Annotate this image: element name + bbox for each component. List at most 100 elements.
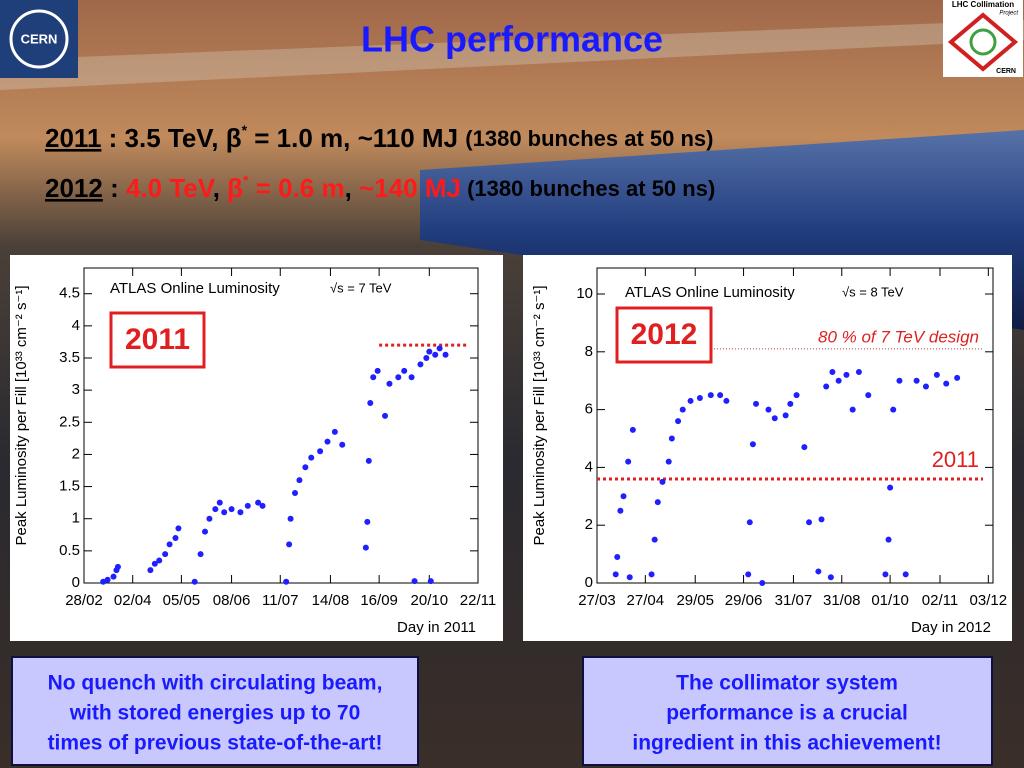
data-point [395, 374, 402, 381]
x-tick-label: 11/07 [262, 592, 298, 609]
data-point [292, 490, 299, 496]
x-tick-label: 14/08 [312, 592, 350, 609]
note-line: performance is a crucial [666, 702, 908, 725]
reference-label: 2011 [932, 447, 979, 472]
summary-run: (1380 bunches at 50 ns) [461, 176, 715, 201]
data-point [753, 400, 760, 407]
summary-run: ~140 MJ [359, 173, 461, 203]
data-point [665, 458, 672, 465]
x-tick-label: 27/04 [627, 592, 665, 609]
data-point [432, 351, 439, 358]
x-tick-label: 05/05 [163, 592, 201, 609]
y-tick-label: 0.5 [59, 542, 80, 559]
data-point [197, 551, 204, 558]
x-axis-label: Day in 2012 [911, 619, 991, 636]
data-point [827, 574, 834, 581]
note-line: No quench with circulating beam, [48, 672, 383, 695]
data-point [614, 553, 621, 560]
data-point [749, 441, 756, 448]
chart-title: ATLAS Online Luminosity [625, 284, 795, 301]
data-point [626, 574, 633, 581]
data-point [954, 374, 961, 381]
data-point [659, 478, 666, 485]
data-point [156, 557, 163, 564]
data-point [679, 406, 686, 413]
data-point [296, 477, 303, 484]
data-point [835, 377, 842, 384]
data-point [771, 415, 778, 422]
data-point [166, 541, 173, 548]
data-point [308, 454, 315, 461]
data-point [629, 426, 636, 433]
data-point [882, 571, 889, 578]
note-line: ingredient in this achievement! [632, 732, 941, 755]
chart-subtitle: √s = 7 TeV [330, 280, 392, 295]
data-point [191, 578, 198, 585]
data-point [612, 571, 619, 578]
data-point [172, 535, 179, 541]
summary-line: 2011 : 3.5 TeV, β* = 1.0 m, ~110 MJ (138… [45, 122, 714, 153]
x-tick-label: 29/05 [676, 592, 714, 609]
data-point [324, 438, 331, 445]
x-tick-label: 20/10 [411, 592, 449, 609]
summary-run: = 1.0 m, ~110 MJ [247, 123, 465, 153]
data-point [806, 519, 813, 526]
collimation-logo-org: CERN [996, 68, 1016, 75]
data-point [436, 345, 443, 352]
y-tick-label: 2.5 [59, 413, 80, 430]
data-point [887, 484, 894, 491]
note-line: with stored energies up to 70 [69, 702, 361, 725]
x-tick-label: 29/06 [725, 592, 763, 609]
plot-frame [83, 267, 479, 584]
data-point [801, 444, 808, 451]
data-point [855, 369, 862, 376]
data-point [237, 509, 244, 516]
data-point [723, 397, 730, 404]
year-badge-label: 2011 [125, 323, 190, 356]
y-tick-label: 3 [72, 381, 80, 398]
data-point [427, 578, 434, 585]
note-line: The collimator system [676, 672, 898, 695]
data-point [417, 361, 424, 368]
data-point [426, 348, 433, 355]
y-tick-label: 0 [585, 574, 593, 591]
data-point [110, 573, 117, 580]
summary-run: 2011 [45, 123, 101, 153]
data-point [367, 400, 374, 406]
data-point [617, 507, 624, 514]
data-point [717, 392, 724, 399]
data-point [654, 499, 661, 506]
y-tick-label: 2 [585, 516, 593, 533]
y-tick-label: 1 [72, 510, 80, 527]
data-point [625, 458, 632, 465]
plot-frame [596, 267, 994, 584]
data-point [765, 406, 772, 413]
x-tick-label: 03/12 [970, 592, 1008, 609]
chart-panel [10, 255, 503, 641]
data-point [759, 580, 766, 586]
y-tick-label: 4 [585, 458, 593, 475]
data-point [228, 506, 235, 513]
x-tick-label: 27/03 [578, 592, 616, 609]
data-point [687, 397, 694, 404]
data-point [362, 544, 369, 551]
data-point [212, 506, 219, 513]
note-box [11, 656, 419, 766]
data-point [745, 571, 752, 578]
data-point [913, 377, 920, 384]
data-point [675, 418, 682, 425]
y-tick-label: 6 [585, 401, 593, 418]
chart-panel [523, 255, 1012, 641]
collimation-logo-diamond [947, 12, 1019, 72]
x-tick-label: 31/08 [823, 592, 861, 609]
x-tick-label: 01/10 [871, 592, 909, 609]
year-badge-label: 2012 [631, 318, 698, 351]
data-point [364, 518, 371, 525]
y-tick-label: 8 [585, 343, 593, 360]
y-tick-label: 4.5 [59, 285, 80, 302]
collimation-logo-circle [969, 28, 997, 56]
data-point [707, 392, 714, 399]
data-point [216, 499, 223, 506]
data-point [782, 412, 789, 419]
chart-title: ATLAS Online Luminosity [110, 280, 280, 297]
